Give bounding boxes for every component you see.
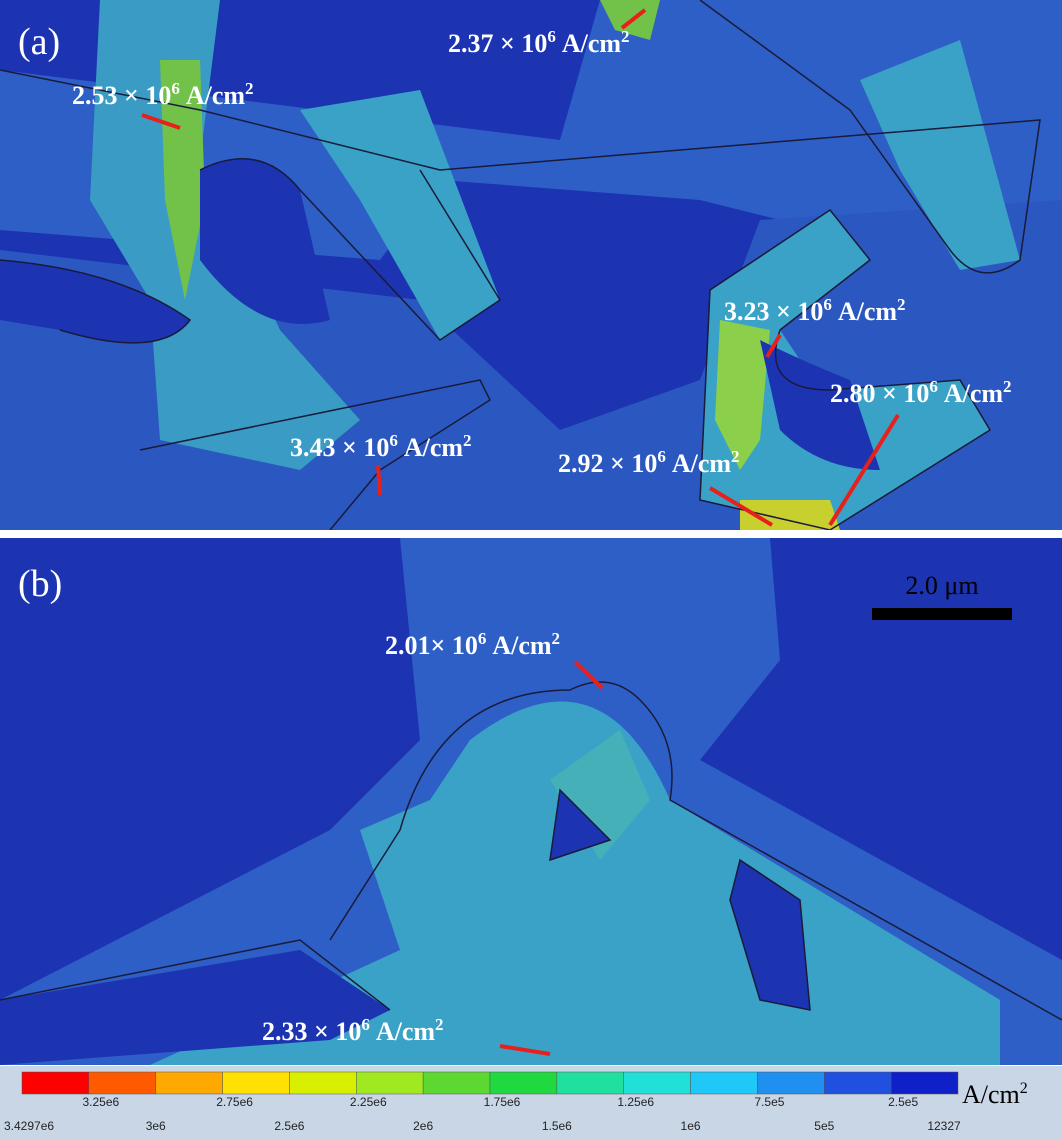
colorbar-label: 1.75e6 bbox=[484, 1095, 521, 1109]
colorbar-segment bbox=[624, 1072, 691, 1094]
colorbar-label: 1.5e6 bbox=[542, 1119, 572, 1133]
annotation-exponent: 6 bbox=[389, 431, 398, 450]
colorbar-label: 2.75e6 bbox=[216, 1095, 253, 1109]
annotation-unit-exponent: 2 bbox=[552, 629, 561, 648]
annotation-value: 2.33 × 10 bbox=[262, 1017, 361, 1046]
panel-label: (b) bbox=[18, 563, 62, 605]
colorbar-label: 2.5e5 bbox=[888, 1095, 918, 1109]
annotation: 2.80 × 106 A/cm2 bbox=[830, 377, 1012, 408]
colorbar-label: 2.5e6 bbox=[274, 1119, 304, 1133]
annotation-unit: A/cm bbox=[838, 297, 898, 326]
colorbar-label: 2e6 bbox=[413, 1119, 433, 1133]
colorbar-segment bbox=[824, 1072, 891, 1094]
annotation-value: 2.53 × 10 bbox=[72, 81, 171, 110]
colorbar-unit: A/cm2 bbox=[962, 1080, 1028, 1109]
scale-bar-label: 2.0 μm bbox=[905, 571, 978, 600]
colorbar-segment bbox=[423, 1072, 490, 1094]
annotation: 3.23 × 106 A/cm2 bbox=[724, 295, 906, 326]
colorbar-label: 3.4297e6 bbox=[4, 1119, 54, 1133]
annotation-unit-exponent: 2 bbox=[463, 431, 472, 450]
annotation: 2.37 × 106 A/cm2 bbox=[448, 27, 630, 58]
annotation-unit-exponent: 2 bbox=[731, 447, 740, 466]
colorbar-segment bbox=[891, 1072, 958, 1094]
unit-exponent: 2 bbox=[1020, 1080, 1028, 1097]
colorbar-segment bbox=[89, 1072, 156, 1094]
annotation-exponent: 6 bbox=[361, 1015, 370, 1034]
annotation-value: 3.23 × 10 bbox=[724, 297, 823, 326]
annotation-value: 2.92 × 10 bbox=[558, 449, 657, 478]
colorbar-segment bbox=[356, 1072, 423, 1094]
colorbar-label: 1e6 bbox=[681, 1119, 701, 1133]
annotation-exponent: 6 bbox=[547, 27, 556, 46]
colorbar-label: 3.25e6 bbox=[83, 1095, 120, 1109]
annotation-unit: A/cm bbox=[404, 433, 464, 462]
colorbar-segment bbox=[490, 1072, 557, 1094]
colorbar-segment bbox=[22, 1072, 89, 1094]
annotation-exponent: 6 bbox=[478, 629, 487, 648]
colorbar-label: 5e5 bbox=[814, 1119, 834, 1133]
annotation-unit-exponent: 2 bbox=[245, 79, 254, 98]
colorbar-label: 7.5e5 bbox=[754, 1095, 784, 1109]
colorbar-segment bbox=[557, 1072, 624, 1094]
annotation: 2.01× 106 A/cm2 bbox=[385, 629, 560, 660]
annotation-unit-exponent: 2 bbox=[621, 27, 630, 46]
annotation-value: 2.37 × 10 bbox=[448, 29, 547, 58]
colorbar-label: 3e6 bbox=[146, 1119, 166, 1133]
panel-gap bbox=[0, 530, 1062, 538]
annotation: 3.43 × 106 A/cm2 bbox=[290, 431, 472, 462]
colorbar-label: 1.25e6 bbox=[617, 1095, 654, 1109]
colorbar-segment bbox=[691, 1072, 758, 1094]
colorbar-segment bbox=[289, 1072, 356, 1094]
scale-bar bbox=[872, 608, 1012, 620]
figure: 2.0 μm (a) (b) 3.25e6 2.75e6 2.25e6 1.75e6 1… bbox=[0, 0, 1062, 1139]
annotation-exponent: 6 bbox=[657, 447, 666, 466]
panel-a-map bbox=[0, 0, 1062, 530]
colorbar-label: 2.25e6 bbox=[350, 1095, 387, 1109]
panel-label: (a) bbox=[18, 21, 60, 63]
unit: A/cm bbox=[962, 1080, 1020, 1109]
annotation-unit: A/cm bbox=[944, 379, 1004, 408]
annotation-unit-exponent: 2 bbox=[1003, 377, 1012, 396]
annotation-unit: A/cm bbox=[376, 1017, 436, 1046]
colorbar-segment bbox=[757, 1072, 824, 1094]
annotation: 2.53 × 106 A/cm2 bbox=[72, 79, 254, 110]
annotation-exponent: 6 bbox=[823, 295, 832, 314]
annotation-value: 2.01× 10 bbox=[385, 631, 478, 660]
annotation-value: 2.80 × 10 bbox=[830, 379, 929, 408]
annotation-unit-exponent: 2 bbox=[435, 1015, 444, 1034]
annotation-unit-exponent: 2 bbox=[897, 295, 906, 314]
annotation: 2.33 × 106 A/cm2 bbox=[262, 1015, 444, 1046]
colorbar-segment bbox=[223, 1072, 290, 1094]
colorbar-segment bbox=[156, 1072, 223, 1094]
annotation-unit: A/cm bbox=[562, 29, 622, 58]
annotation-unit: A/cm bbox=[672, 449, 732, 478]
annotation-exponent: 6 bbox=[171, 79, 180, 98]
annotation-unit: A/cm bbox=[492, 631, 552, 660]
annotation-unit: A/cm bbox=[186, 81, 246, 110]
annotation: 2.92 × 106 A/cm2 bbox=[558, 447, 740, 478]
annotation-exponent: 6 bbox=[929, 377, 938, 396]
colorbar-label: 12327 bbox=[927, 1119, 961, 1133]
annotation-value: 3.43 × 10 bbox=[290, 433, 389, 462]
